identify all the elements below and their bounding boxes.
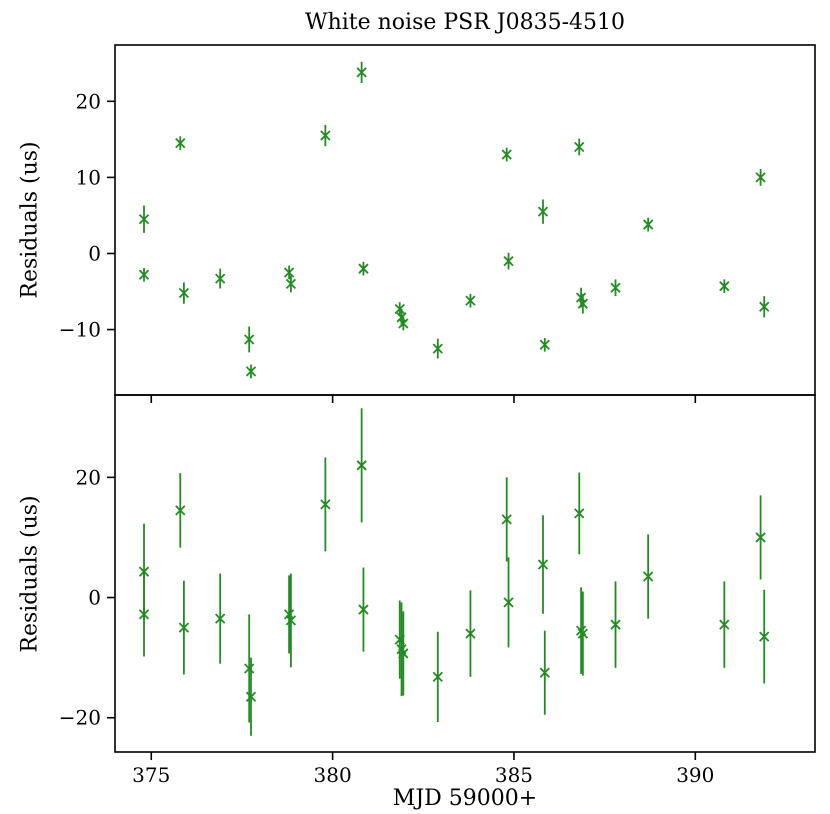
x-marker bbox=[356, 67, 367, 78]
y-tick-label: −20 bbox=[59, 706, 101, 730]
x-marker bbox=[432, 343, 443, 354]
x-marker bbox=[244, 663, 255, 674]
bottom-panel-frame bbox=[114, 394, 816, 753]
x-marker bbox=[358, 263, 369, 274]
y-axis-label-bottom: Residuals (us) bbox=[17, 495, 43, 653]
x-marker bbox=[245, 691, 257, 702]
x-marker bbox=[465, 295, 476, 306]
x-marker bbox=[215, 273, 226, 284]
x-tick-label: 390 bbox=[676, 763, 714, 787]
x-marker bbox=[465, 628, 476, 639]
x-marker bbox=[539, 667, 550, 678]
y-tick-label: −10 bbox=[59, 318, 101, 342]
top-panel-frame bbox=[114, 44, 816, 396]
x-tick-label: 380 bbox=[314, 763, 352, 787]
x-marker bbox=[575, 292, 587, 303]
x-marker bbox=[244, 334, 255, 345]
x-marker bbox=[643, 571, 654, 582]
x-marker bbox=[398, 318, 409, 329]
x-marker bbox=[175, 505, 186, 516]
x-marker bbox=[285, 615, 297, 626]
x-marker bbox=[759, 631, 770, 642]
x-marker bbox=[320, 499, 331, 510]
x-marker bbox=[643, 219, 654, 230]
x-marker bbox=[755, 172, 766, 183]
x-marker bbox=[138, 269, 150, 280]
x-marker bbox=[178, 287, 190, 299]
x-axis-label: MJD 59000+ bbox=[392, 786, 538, 811]
x-marker bbox=[501, 514, 512, 525]
x-tick-label: 385 bbox=[495, 763, 533, 787]
x-marker bbox=[283, 609, 295, 620]
x-marker bbox=[138, 566, 150, 577]
x-marker bbox=[539, 339, 550, 350]
y-tick-label: 20 bbox=[76, 465, 101, 489]
x-marker bbox=[320, 130, 331, 141]
x-marker bbox=[610, 282, 621, 293]
x-marker bbox=[537, 206, 549, 217]
y-tick-label: 10 bbox=[76, 165, 101, 189]
x-marker bbox=[577, 628, 589, 639]
bottom-panel: −20 0 20 375 380 385 390 bbox=[59, 394, 816, 787]
top-panel: −10 0 10 20 bbox=[59, 44, 816, 403]
x-marker bbox=[283, 267, 295, 278]
top-panel-x-ticks bbox=[150, 395, 697, 403]
x-marker bbox=[574, 508, 585, 519]
x-marker bbox=[398, 648, 409, 659]
top-panel-data-points bbox=[138, 61, 770, 379]
x-tick-label: 375 bbox=[132, 763, 170, 787]
x-marker bbox=[396, 312, 407, 323]
x-marker bbox=[358, 604, 369, 615]
x-marker bbox=[719, 281, 730, 292]
x-marker bbox=[432, 671, 443, 683]
x-marker bbox=[759, 301, 770, 312]
y-tick-label: 20 bbox=[76, 89, 101, 113]
x-marker bbox=[356, 460, 367, 471]
x-marker bbox=[503, 255, 514, 267]
x-marker bbox=[577, 298, 589, 309]
chart-title: White noise PSR J0835-4510 bbox=[304, 10, 626, 35]
x-marker bbox=[245, 366, 257, 377]
x-marker bbox=[501, 149, 512, 160]
x-marker bbox=[396, 644, 407, 655]
x-marker bbox=[175, 138, 186, 149]
x-marker bbox=[394, 303, 405, 315]
x-marker bbox=[503, 597, 514, 608]
x-marker bbox=[285, 278, 297, 290]
x-marker bbox=[215, 613, 226, 624]
x-marker bbox=[537, 559, 549, 570]
bottom-panel-y-ticks: −20 0 20 bbox=[59, 465, 115, 730]
x-marker bbox=[610, 619, 621, 630]
x-marker bbox=[178, 622, 190, 633]
y-axis-label-top: Residuals (us) bbox=[17, 141, 43, 299]
top-panel-y-ticks: −10 0 10 20 bbox=[59, 89, 115, 342]
x-marker bbox=[138, 214, 150, 225]
x-marker bbox=[719, 619, 730, 630]
bottom-panel-x-ticks: 375 380 385 390 bbox=[132, 752, 714, 787]
x-marker bbox=[574, 141, 585, 153]
bottom-panel-data-points bbox=[138, 408, 770, 736]
y-tick-label: 0 bbox=[88, 586, 101, 610]
x-marker bbox=[138, 609, 150, 620]
x-marker bbox=[755, 532, 766, 543]
y-tick-label: 0 bbox=[88, 241, 101, 265]
